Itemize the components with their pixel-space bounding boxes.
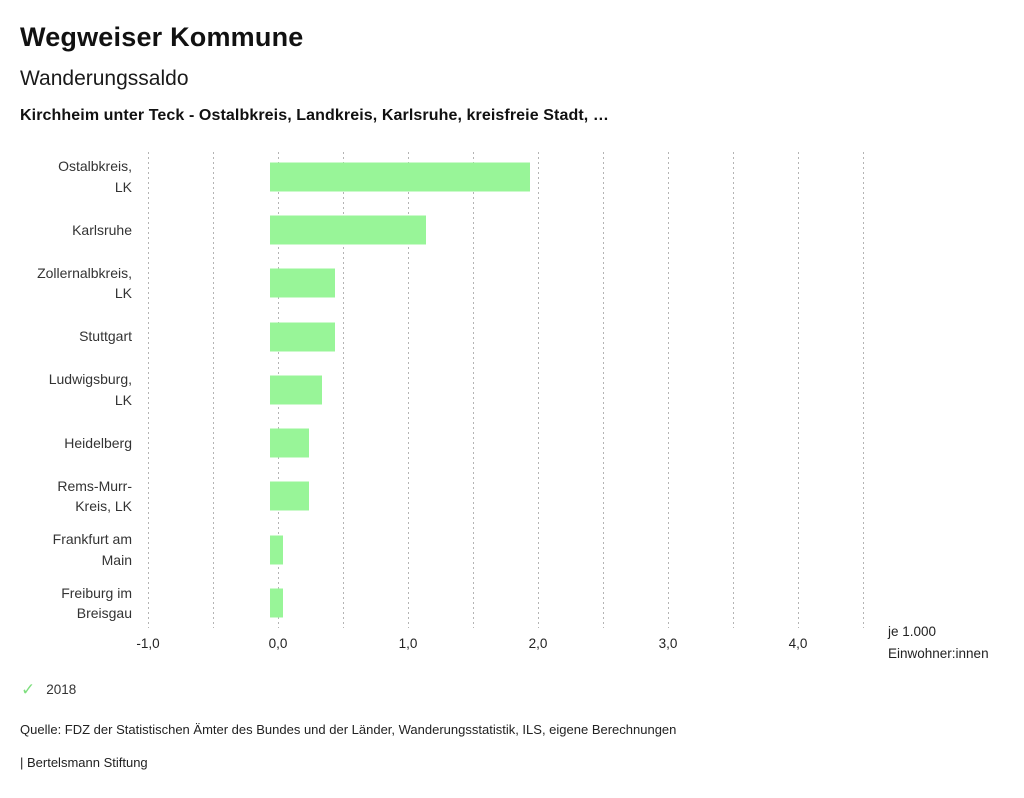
source-text: Quelle: FDZ der Statistischen Ämter des … [20,721,677,737]
legend[interactable]: ✓ 2018 [21,679,1024,699]
row-plot-area [140,470,855,523]
row-plot-area [140,576,855,629]
chart-row: Freiburg im Breisgau [20,576,1004,629]
chart-row: Ludwigsburg, LK [20,363,1004,416]
bar-Zollernalbkreis, LK[interactable] [270,268,335,298]
bar-Frankfurt am Main[interactable] [270,535,283,565]
legend-series-label: 2018 [46,682,77,698]
chart-row: Rems-Murr- Kreis, LK [20,470,1004,523]
category-label: Karlsruhe [72,221,132,238]
row-plot-area [140,203,855,256]
bar-Heidelberg[interactable] [270,428,309,458]
bar-Rems-Murr-Kreis, LK[interactable] [270,481,309,511]
bar-Stuttgart[interactable] [270,322,335,352]
category-label: Ludwigsburg, LK [48,371,132,408]
chart-subtitle: Kirchheim unter Teck - Ostalbkreis, Land… [20,107,609,124]
row-plot-area [140,310,855,363]
bar-Freiburg im Breisgau[interactable] [270,588,283,618]
x-axis-unit-label: je 1.000 Einwohner:innen [888,624,989,661]
row-plot-area [140,523,855,576]
bar-Ostalbkreis, LK[interactable] [270,162,530,192]
category-label: Freiburg im Breisgau [61,584,132,622]
header: Wegweiser Kommune Wanderungssaldo Kirchh… [0,0,1024,125]
chart-row: Heidelberg [20,416,1004,469]
category-label: Ostalbkreis, LK [58,158,132,195]
chart-rows: Ostalbkreis, LK Karlsruhe Zollernalbkreis, L… [20,150,1004,630]
x-tick-label: 2,0 [528,635,548,651]
chart-row: Frankfurt am Main [20,523,1004,576]
category-label: Rems-Murr- Kreis, LK [57,477,132,515]
chart-row: Karlsruhe [20,203,1004,256]
chart-row: Ostalbkreis, LK [20,150,1004,203]
app-title: Wegweiser Kommune [20,22,304,52]
row-plot-area [140,416,855,469]
x-tick-label: -1,0 [136,635,160,651]
x-tick-label: 1,0 [398,635,418,651]
row-plot-area [140,150,855,203]
check-icon: ✓ [21,679,36,699]
category-label: Frankfurt am Main [52,531,132,568]
bar-Ludwigsburg, LK[interactable] [270,375,322,405]
bar-Karlsruhe[interactable] [270,215,426,245]
branding-text: | Bertelsmann Stiftung [20,754,148,770]
bar-chart: Ostalbkreis, LK Karlsruhe Zollernalbkreis, L… [20,150,1004,661]
row-plot-area [140,363,855,416]
category-label: Heidelberg [64,434,132,451]
category-label: Zollernalbkreis, LK [37,264,132,302]
x-axis: -1,0 0,0 1,0 2,0 3,0 4,0 [136,630,863,656]
chart-row: Stuttgart [20,310,1004,363]
row-plot-area [140,257,855,310]
x-tick-label: 4,0 [788,635,808,651]
x-tick-label: 3,0 [658,635,678,651]
footer: Quelle: FDZ der Statistischen Ämter des … [20,722,1024,770]
chart-title: Wanderungssaldo [20,67,189,90]
category-label: Stuttgart [79,328,132,345]
chart-row: Zollernalbkreis, LK [20,257,1004,310]
x-tick-label: 0,0 [268,635,288,651]
